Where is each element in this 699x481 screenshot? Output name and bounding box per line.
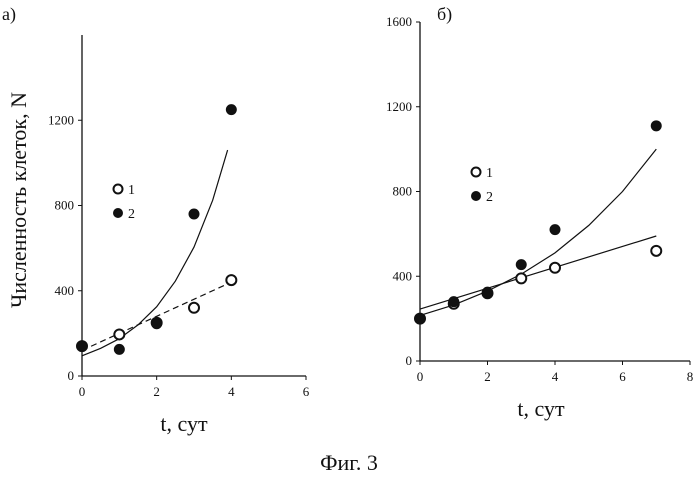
y-tick-label-a: 1200: [48, 112, 74, 127]
data-point-a-series-2: [189, 209, 199, 219]
y-tick-label-a: 400: [55, 283, 75, 298]
y-axis-title: Численность клеток, N: [6, 92, 31, 308]
legend-label-a-1: 1: [128, 183, 135, 198]
chart-panel-b: б) 0 400 800 1200 1600 0 2 4 6 8 t, сут 1 2: [386, 4, 693, 421]
legend-label-b-1: 1: [486, 166, 493, 181]
data-point-a-series-1: [189, 303, 199, 313]
y-tick-label-a: 800: [55, 198, 75, 213]
x-tick-label-b: 6: [619, 369, 626, 384]
x-tick-label-a: 6: [303, 384, 310, 399]
panel-label-a: а): [2, 4, 16, 25]
y-tick-label-b: 400: [393, 268, 413, 283]
legend-label-a-2: 2: [128, 207, 135, 222]
data-point-b-series-1: [651, 246, 661, 256]
legend-label-b-2: 2: [486, 190, 493, 205]
data-point-b-series-2: [550, 225, 560, 235]
fit-curve-a-series-1: [82, 282, 231, 350]
data-point-b-series-2: [415, 314, 425, 324]
x-tick-label-b: 2: [484, 369, 491, 384]
x-axis-title-b: t, сут: [517, 396, 565, 421]
data-point-b-series-1: [550, 263, 560, 273]
data-point-b-series-2: [483, 287, 493, 297]
fit-curve-b-series-2: [420, 149, 656, 315]
data-point-b-series-2: [651, 121, 661, 131]
legend-marker-b-1: [472, 168, 481, 177]
y-tick-label-a: 0: [68, 368, 75, 383]
y-tick-label-b: 0: [406, 353, 413, 368]
data-point-b-series-2: [516, 260, 526, 270]
data-point-a-series-2: [226, 105, 236, 115]
data-point-a-series-2: [77, 341, 87, 351]
legend-marker-a-2: [114, 209, 123, 218]
chart-panel-a: а) 0 400 800 1200 0 2 4 6 t, сут 1 2: [2, 4, 310, 436]
legend-marker-b-2: [472, 192, 481, 201]
figure-caption: Фиг. 3: [320, 450, 378, 475]
legend-marker-a-1: [114, 185, 123, 194]
panel-label-b: б): [437, 4, 452, 25]
data-point-b-series-1: [516, 273, 526, 283]
x-tick-label-a: 0: [79, 384, 86, 399]
data-point-a-series-2: [152, 319, 162, 329]
x-tick-label-a: 4: [228, 384, 235, 399]
y-tick-label-b: 1600: [386, 14, 412, 29]
x-tick-label-b: 0: [417, 369, 424, 384]
data-point-a-series-2: [114, 344, 124, 354]
y-tick-label-b: 800: [393, 184, 413, 199]
x-tick-label-b: 4: [552, 369, 559, 384]
data-point-a-series-1: [114, 329, 124, 339]
x-axis-title-a: t, сут: [160, 411, 208, 436]
y-tick-label-b: 1200: [386, 99, 412, 114]
x-tick-label-a: 2: [153, 384, 160, 399]
x-tick-label-b: 8: [687, 369, 694, 384]
data-point-b-series-2: [449, 297, 459, 307]
data-point-a-series-1: [226, 275, 236, 285]
